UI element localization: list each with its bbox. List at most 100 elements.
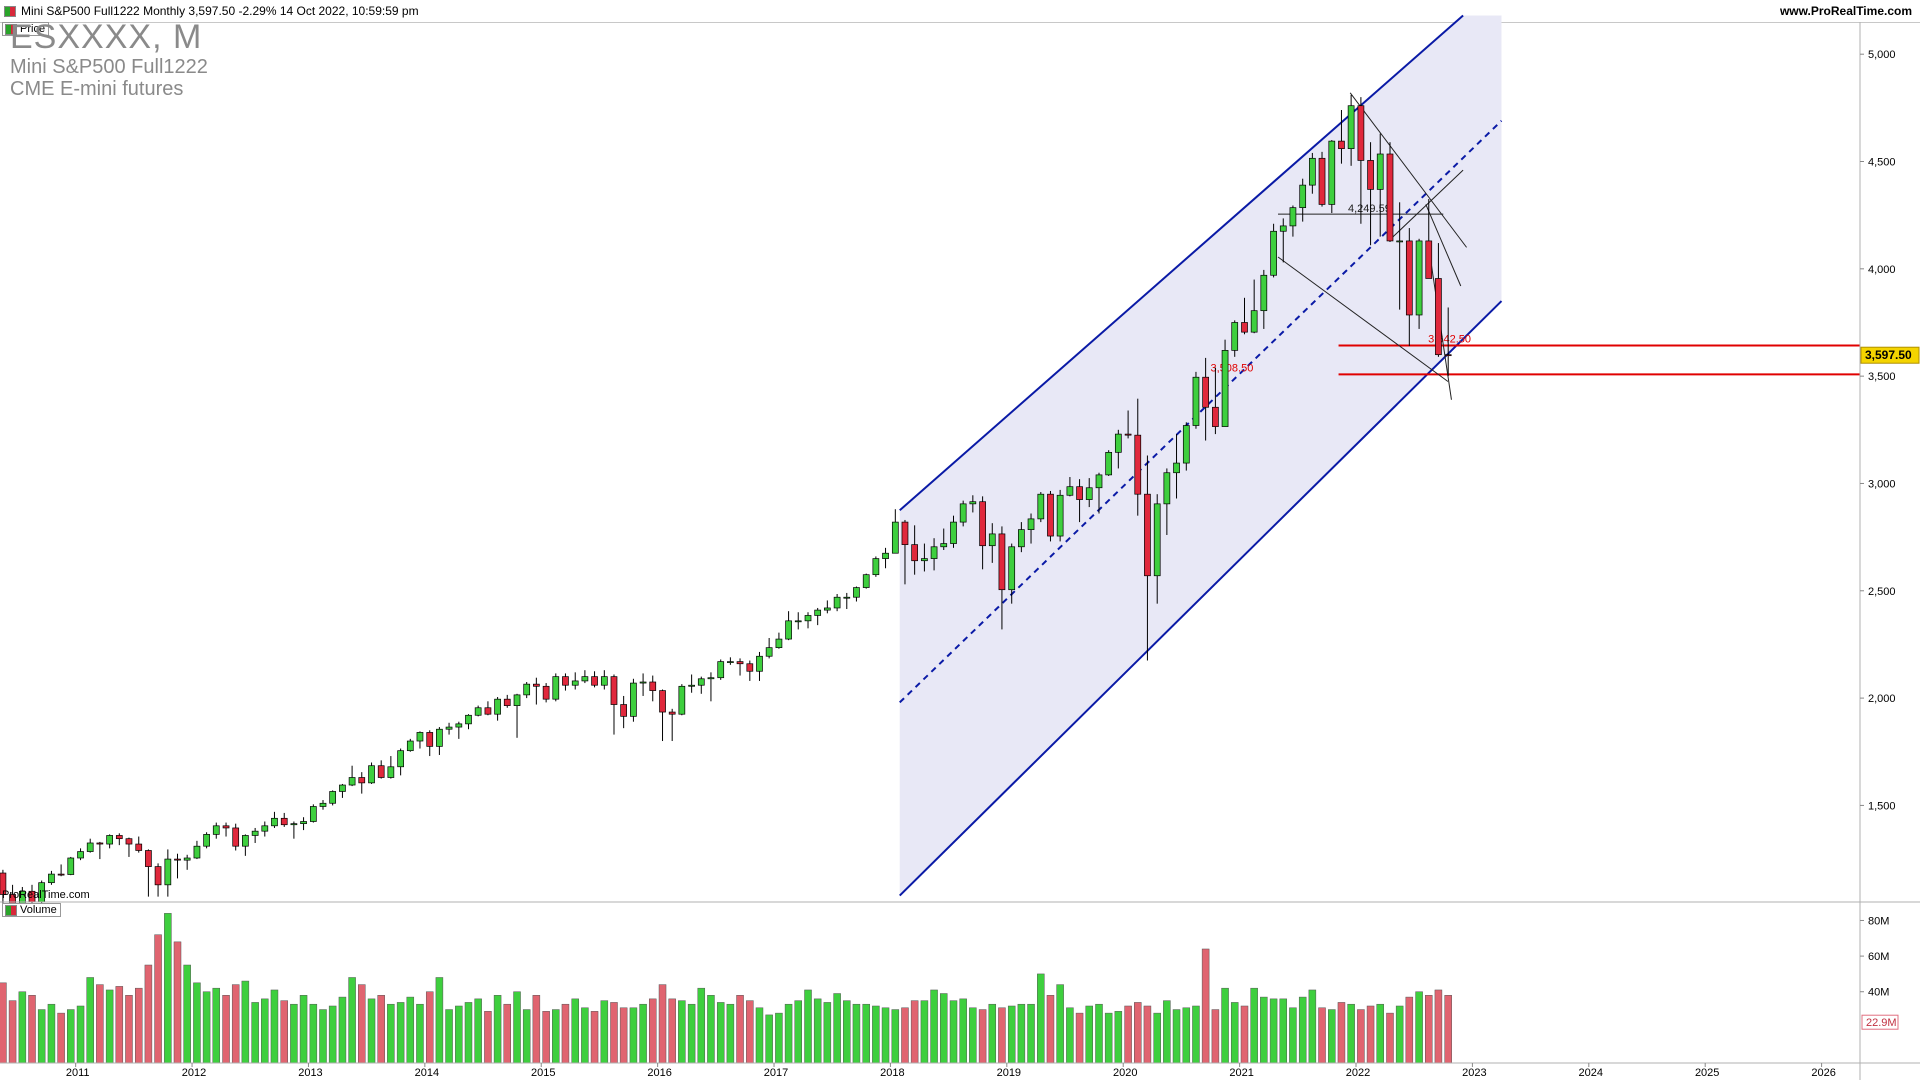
volume-bar (765, 1014, 773, 1064)
volume-bars (0, 913, 1452, 1064)
candle (1056, 489, 1064, 542)
candle (271, 811, 278, 828)
candle (552, 673, 560, 702)
volume-bar (648, 998, 657, 1064)
candle-body (1124, 433, 1132, 436)
candle (1405, 228, 1413, 347)
candle (455, 721, 463, 739)
candle (620, 695, 627, 729)
candle (242, 834, 249, 856)
candles-icon (5, 23, 17, 35)
candle-body (959, 503, 967, 523)
volume-bar (1386, 1012, 1394, 1064)
volume-bar (1328, 1009, 1336, 1064)
candle (251, 827, 259, 843)
candle-body (416, 732, 424, 742)
candle (659, 689, 666, 742)
candle (804, 612, 812, 629)
volume-bar (872, 1005, 880, 1064)
candle (707, 672, 715, 702)
chart-icon (4, 5, 16, 17)
candle-body (145, 850, 152, 867)
instrument-exchange: CME E-mini futures (10, 78, 184, 100)
time-tick-label: 2020 (1113, 1067, 1137, 1079)
candle-body (823, 607, 831, 611)
candle-body (775, 638, 783, 649)
volume-bar (1444, 995, 1452, 1064)
time-tick-label: 2016 (647, 1067, 671, 1079)
volume-tick-label: 60M (1868, 951, 1889, 963)
candle-body (523, 683, 531, 696)
candle (678, 684, 686, 716)
volume-bar (8, 1000, 17, 1064)
candle-body (1105, 451, 1113, 476)
price-panel-tag[interactable]: Price (2, 22, 50, 36)
volume-bar (852, 1003, 861, 1064)
candle-body (1435, 278, 1442, 356)
candle-body (1338, 140, 1345, 149)
volume-bar (290, 1003, 298, 1064)
candle-body (309, 806, 317, 822)
candle-body (96, 842, 104, 845)
volume-bar (193, 982, 201, 1064)
candle-body (203, 834, 210, 847)
candle (193, 840, 201, 860)
price-tick-label: 3,000 (1868, 478, 1896, 490)
candle-body (785, 620, 792, 640)
volume-bar (1075, 1012, 1084, 1064)
candle-body (862, 574, 870, 588)
candle (1338, 110, 1345, 164)
candle-body (988, 533, 996, 547)
candle-body (135, 843, 143, 851)
candle-body (610, 676, 618, 705)
candle (1076, 479, 1083, 523)
volume-bar (736, 995, 744, 1064)
candle-body (1085, 487, 1093, 500)
candle-body (358, 777, 366, 784)
volume-bar (1124, 1005, 1132, 1064)
volume-bar (823, 1002, 832, 1064)
candle (232, 823, 240, 851)
volume-bar (881, 1007, 890, 1064)
candle (1105, 450, 1113, 476)
volume-bar (134, 987, 143, 1064)
candle-body (1144, 493, 1151, 577)
current-price-label: 3,597.50 (1865, 348, 1912, 362)
current-volume-label: 22.9M (1866, 1017, 1897, 1029)
candle (261, 821, 269, 837)
volume-bar (939, 993, 948, 1064)
volume-bar (1405, 996, 1414, 1064)
candle-body (552, 676, 560, 700)
volume-panel-tag[interactable]: Volume (2, 903, 61, 917)
time-tick-label: 2026 (1811, 1067, 1835, 1079)
time-tick-label: 2012 (182, 1067, 206, 1079)
price-tick-label: 2,000 (1868, 693, 1896, 705)
regression-channel (899, 14, 1503, 897)
candle (1289, 205, 1297, 237)
site-link[interactable]: www.ProRealTime.com (1779, 4, 1912, 18)
channel-upper-line (899, 14, 1464, 512)
volume-bar (1104, 1012, 1113, 1064)
candle (339, 783, 346, 798)
candle-body (232, 827, 240, 847)
candle-body (300, 821, 307, 825)
candle-body (57, 873, 65, 876)
candle (921, 543, 928, 572)
volume-bar (833, 993, 841, 1064)
candle (765, 638, 773, 659)
candle-body (397, 750, 404, 768)
volume-bar (1172, 1009, 1181, 1064)
volume-bar (590, 1011, 599, 1064)
candle-body (1173, 462, 1180, 474)
candle-body (1066, 486, 1074, 496)
volume-bar (96, 984, 104, 1064)
volume-bar (920, 1000, 929, 1064)
annotation-label: 4,249.59 (1348, 203, 1391, 215)
time-tick-label: 2015 (531, 1067, 555, 1079)
volume-bar (464, 1002, 473, 1064)
candle-body (1328, 140, 1336, 205)
volume-bar (67, 1009, 75, 1064)
candle (1386, 142, 1394, 242)
candle-body (542, 685, 550, 700)
